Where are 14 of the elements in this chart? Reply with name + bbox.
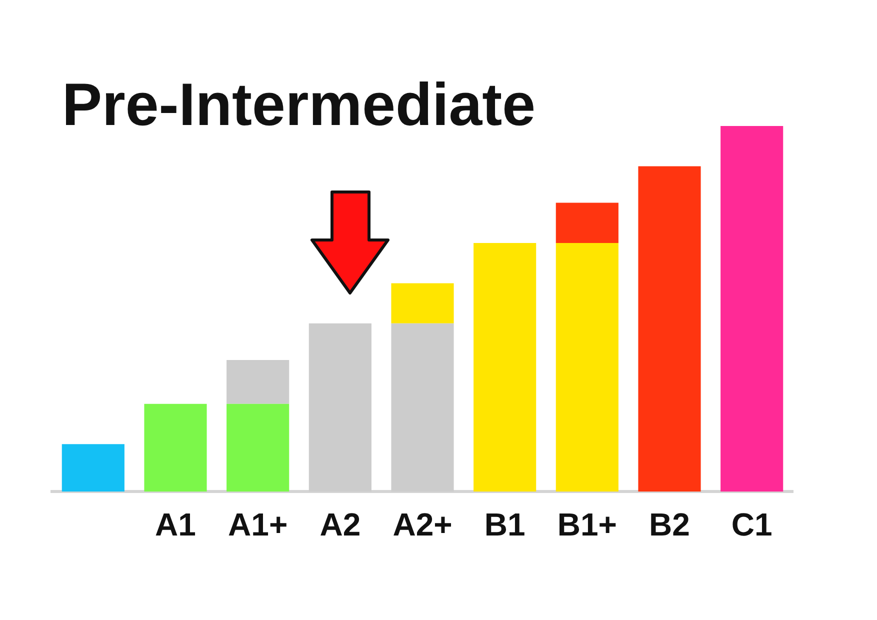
x-tick-label: A2+ [392,506,452,543]
bar [556,202,618,243]
bar [720,126,784,492]
x-tick-label: B1+ [557,506,617,543]
x-tick-label: A1+ [228,506,288,543]
x-tick-label: A1 [155,506,196,543]
chart-title: Pre-Intermediate [62,71,536,138]
bar [144,404,207,492]
x-tick-label: B2 [649,506,690,543]
x-tick-label: A2 [320,506,361,543]
x-tick-label: B1 [484,506,526,543]
bar [226,404,290,492]
bar [62,444,124,492]
x-tick-label: C1 [731,506,772,543]
